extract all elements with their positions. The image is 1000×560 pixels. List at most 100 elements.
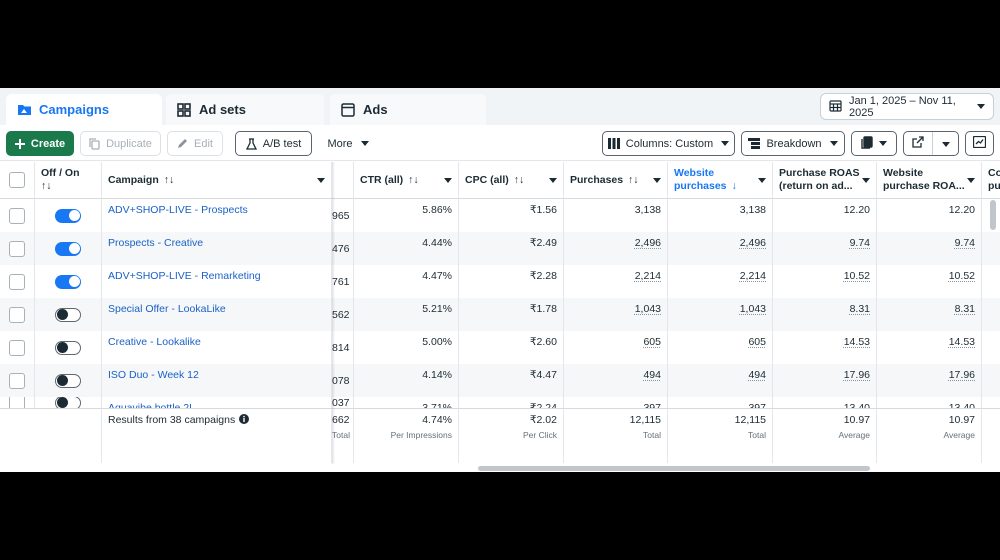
tab-ads[interactable]: Ads: [330, 94, 486, 125]
cpc-value-cell: ₹1.56: [459, 199, 564, 232]
ctr-value: 5.86%: [422, 204, 452, 216]
purchases-value-cell: 2,496: [564, 232, 668, 265]
campaign-name[interactable]: Aquavibe bottle 2L: [108, 402, 195, 408]
level-tabs-bar: Campaigns Ad sets Ads Jan 1, 2025 – Nov …: [0, 88, 1000, 125]
info-icon[interactable]: [239, 414, 250, 424]
cpc-header[interactable]: CPC (all) ↑↓: [459, 162, 564, 199]
export-dropdown[interactable]: [903, 131, 959, 156]
campaign-on-off-toggle[interactable]: [55, 373, 81, 388]
purchase-roas-value: 8.31: [849, 303, 870, 315]
off-on-header[interactable]: Off / On ↑↓: [35, 162, 102, 199]
charts-button[interactable]: [965, 131, 994, 156]
purchase-roas-header[interactable]: Purchase ROAS (return on ad...: [773, 162, 877, 199]
campaign-on-off-toggle[interactable]: [55, 208, 81, 223]
create-button[interactable]: Create: [6, 131, 74, 156]
campaign-on-off-toggle[interactable]: [55, 307, 81, 322]
duplicate-label: Duplicate: [106, 137, 152, 150]
website-purchases-value: 1,043: [739, 303, 766, 315]
prev-column-value: 761: [332, 275, 350, 288]
header-label: CPC (all): [465, 173, 509, 186]
next-column-header[interactable]: Copu: [982, 162, 1000, 199]
chevron-down-icon: [977, 104, 985, 109]
purchases-value: 2,214: [634, 270, 661, 282]
row-checkbox[interactable]: [9, 306, 25, 323]
row-checkbox[interactable]: [9, 339, 25, 356]
campaign-header[interactable]: Campaign ↑↓: [102, 162, 332, 199]
campaign-name-cell: Prospects - Creative: [102, 232, 332, 265]
row-checkbox[interactable]: [9, 372, 25, 389]
website-purchases-value-cell: 3,138: [668, 199, 773, 232]
purchases-value-cell: 2,214: [564, 265, 668, 298]
row-checkbox[interactable]: [9, 273, 25, 290]
prev-column-value: 476: [332, 242, 350, 255]
campaign-name[interactable]: Creative - Lookalike: [108, 336, 201, 348]
chevron-down-icon: [653, 177, 661, 183]
ctr-value-cell: 5.86%: [354, 199, 459, 232]
cpc-value: ₹2.24: [529, 402, 557, 408]
duplicate-button[interactable]: Duplicate: [80, 131, 161, 156]
prev-column-value: 814: [332, 341, 350, 354]
website-roas-value: 8.31: [954, 303, 975, 315]
toggle-knob: [68, 276, 80, 287]
vertical-scrollbar-thumb[interactable]: [990, 200, 996, 230]
website-roas-value-cell: 12.20: [877, 199, 982, 232]
campaign-on-off-toggle[interactable]: [55, 274, 81, 289]
row-select-cell: [0, 364, 35, 397]
pencil-icon: [177, 138, 188, 149]
split-divider: [932, 132, 933, 155]
cpc-value-cell: ₹1.78: [459, 298, 564, 331]
row-checkbox[interactable]: [9, 397, 25, 408]
horizontal-scrollbar-thumb[interactable]: [478, 466, 870, 471]
purchases-header[interactable]: Purchases ↑↓: [564, 162, 668, 199]
campaign-on-off-toggle[interactable]: [55, 340, 81, 355]
select-all-checkbox[interactable]: [9, 172, 25, 188]
campaign-name[interactable]: Prospects - Creative: [108, 237, 204, 249]
campaign-on-off-toggle[interactable]: [55, 397, 81, 408]
chevron-down-icon: [942, 142, 950, 147]
sort-arrows-icon: ↑↓: [408, 173, 419, 186]
next-column-cell: [982, 265, 1000, 298]
ctr-value-cell: 4.14%: [354, 364, 459, 397]
campaigns-table: Off / On ↑↓ Campaign ↑↓ CTR (all) ↑↓ CPC…: [0, 162, 1000, 472]
breakdown-dropdown[interactable]: Breakdown: [741, 131, 845, 156]
more-dropdown[interactable]: More: [320, 131, 376, 156]
campaign-name[interactable]: ISO Duo - Week 12: [108, 369, 199, 381]
columns-dropdown[interactable]: Columns: Custom: [602, 131, 735, 156]
chevron-down-icon: [721, 141, 730, 146]
breakdown-icon: [748, 138, 761, 149]
sort-arrows-icon: ↑↓: [163, 173, 175, 186]
website-purchases-header[interactable]: Website purchases ↓: [668, 162, 773, 199]
edit-button[interactable]: Edit: [167, 131, 223, 156]
purchase-roas-total: 10.97 Average: [773, 408, 877, 463]
total-label: Total: [643, 430, 661, 440]
row-checkbox[interactable]: [9, 207, 25, 224]
website-purchases-value-cell: 494: [668, 364, 773, 397]
campaign-on-off-toggle[interactable]: [55, 241, 81, 256]
toggle-knob: [57, 375, 68, 386]
cpc-total: ₹2.02 Per Click: [459, 408, 564, 463]
next-column-cell: [982, 364, 1000, 397]
tab-ad-sets[interactable]: Ad sets: [166, 94, 324, 125]
next-column-cell: [982, 397, 1000, 408]
total-label: Total: [332, 430, 350, 440]
purchases-value: 494: [643, 369, 661, 381]
campaign-name[interactable]: Special Offer - LookaLike: [108, 303, 226, 315]
columns-icon: [607, 138, 620, 149]
ctr-header[interactable]: CTR (all) ↑↓: [354, 162, 459, 199]
ab-test-button[interactable]: A/B test: [235, 131, 312, 156]
tab-campaigns[interactable]: Campaigns: [6, 94, 162, 125]
reports-dropdown[interactable]: [851, 131, 897, 156]
date-range-picker[interactable]: Jan 1, 2025 – Nov 11, 2025: [820, 93, 994, 120]
purchase-roas-value: 13.40: [843, 402, 870, 408]
campaign-name[interactable]: ADV+SHOP-LIVE - Remarketing: [108, 270, 261, 282]
website-roas-value-cell: 8.31: [877, 298, 982, 331]
row-checkbox[interactable]: [9, 240, 25, 257]
chevron-down-icon: [549, 177, 557, 183]
create-label: Create: [30, 137, 66, 150]
website-roas-header[interactable]: Website purchase ROA...: [877, 162, 982, 199]
campaign-name-cell: ADV+SHOP-LIVE - Remarketing: [102, 265, 332, 298]
website-purchases-value: 2,214: [739, 270, 766, 282]
header-label: (return on ad...: [779, 180, 853, 192]
campaign-name[interactable]: ADV+SHOP-LIVE - Prospects: [108, 204, 248, 216]
row-toggle-cell: [35, 364, 102, 397]
